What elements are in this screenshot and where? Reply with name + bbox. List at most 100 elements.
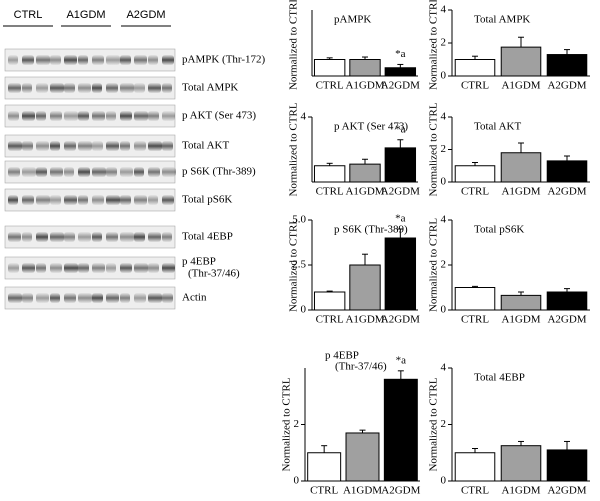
blot-band (50, 232, 64, 242)
x-tick-label: A2GDM (381, 80, 420, 92)
y-tick-label: 0 (441, 70, 447, 82)
blot-row-label: p AKT (Ser 473) (182, 110, 256, 122)
blot-row-label: Total AKT (182, 140, 229, 152)
x-tick-label: A1GDM (345, 314, 384, 326)
bar (349, 264, 381, 311)
blot-band (36, 293, 49, 303)
blot-band (64, 141, 76, 151)
bar (546, 291, 588, 311)
blot-band (78, 263, 89, 273)
blot-band (78, 83, 91, 93)
blot-band (106, 55, 120, 65)
blot-band (92, 55, 104, 65)
chart: Total pS6K Normalized to CTRL 0 2 4 CTRL A1GDM… (428, 214, 590, 326)
group-label: CTRL (14, 9, 43, 21)
blot-band (106, 111, 116, 121)
x-tick-label: CTRL (461, 186, 489, 198)
blot-band (162, 167, 176, 177)
blot-band (8, 83, 21, 93)
blot-band (106, 83, 118, 93)
blot-band (162, 111, 175, 121)
blot-band (148, 293, 162, 303)
chart-title: Total AMPK (474, 14, 530, 26)
x-tick-label: CTRL (316, 80, 344, 92)
blot-band (106, 293, 119, 303)
blot-band (64, 263, 78, 273)
blot-band (120, 111, 132, 121)
y-axis-label: Normalized to CTRL (428, 102, 440, 196)
x-tick-label: A2GDM (547, 314, 586, 326)
bar (500, 294, 542, 311)
blot-band (148, 111, 159, 121)
bar (313, 291, 346, 311)
blot-band (36, 195, 50, 205)
bar (500, 445, 542, 482)
bar (384, 67, 417, 77)
chart-title: p S6K (Thr-389) (334, 224, 408, 236)
x-tick-label: A2GDM (381, 314, 420, 326)
annotation: *a (395, 48, 406, 60)
blot-band (120, 195, 131, 205)
bar (313, 165, 346, 183)
blot-band (120, 263, 132, 273)
blot-band (22, 141, 33, 151)
y-tick-label: 5.0 (292, 214, 306, 226)
blot-band (148, 55, 158, 65)
y-tick-label: 4 (441, 214, 447, 226)
blot-band (92, 83, 102, 93)
blot-band (92, 293, 103, 303)
blot-band (36, 111, 46, 121)
y-tick-label: 0 (301, 304, 307, 316)
blot-band (22, 293, 33, 303)
blot-band (134, 263, 148, 273)
blot-band (64, 195, 77, 205)
chart-title: pAMPK (334, 14, 371, 26)
bar (454, 452, 496, 482)
blot-band (64, 111, 78, 121)
blot-row-label: (Thr-37/46) (188, 268, 240, 280)
x-tick-label: A2GDM (381, 186, 420, 198)
blot-band (92, 232, 102, 242)
bar (349, 59, 381, 77)
blot-band (22, 167, 36, 177)
bar (349, 163, 381, 183)
blot-band (22, 111, 35, 121)
chart-title: (Thr-37/46) (335, 361, 387, 373)
blot-row-label: Total pS6K (182, 194, 232, 206)
chart: Total AKT Normalized to CTRL 0 2 4 CTRL A1GDM A… (428, 102, 590, 198)
bar (546, 449, 588, 482)
x-tick-label: A1GDM (501, 186, 540, 198)
x-tick-label: A1GDM (501, 80, 540, 92)
y-tick-label: 4 (301, 111, 307, 123)
y-tick-label: 0 (441, 475, 447, 487)
bar (313, 59, 346, 77)
blot-band (8, 232, 21, 242)
blot-band (50, 293, 60, 303)
x-tick-label: CTRL (316, 314, 344, 326)
blot-band (8, 195, 18, 205)
blot-band (134, 55, 147, 65)
bar (500, 152, 542, 183)
blot-band (36, 141, 49, 151)
chart-title: p 4EBP (325, 350, 359, 362)
y-axis-label: Normalized to CTRL (428, 0, 440, 90)
blot-band (78, 111, 89, 121)
blot-band (162, 195, 174, 205)
blot-band (134, 167, 144, 177)
x-tick-label: A1GDM (501, 314, 540, 326)
chart: Total AMPK Normalized to CTRL 0 2 4 CTRL A1GDM… (428, 0, 590, 92)
chart-title: Total pS6K (474, 224, 524, 236)
chart: p AKT (Ser 473) Normalized to CTRL 4 CTRL A1… (288, 102, 421, 197)
chart-title: Total 4EBP (474, 372, 525, 384)
x-tick-label: A2GDM (547, 186, 586, 198)
blot-band (148, 263, 159, 273)
blot-band (78, 167, 90, 177)
blot-strip (4, 48, 176, 72)
blot-band (50, 55, 61, 65)
blot-band (8, 293, 22, 303)
blot-band (92, 167, 106, 177)
blot-band (36, 167, 47, 177)
